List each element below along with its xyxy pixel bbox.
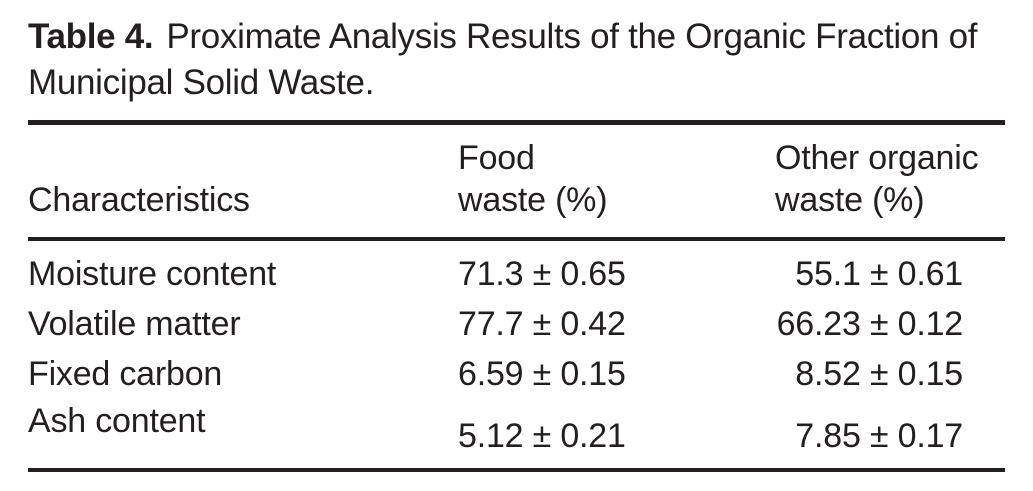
table-row-moisture-content: Moisture content 71.3 ± 0.65 55.1 ± 0.61 — [28, 239, 1005, 299]
cell-other-organic-waste-value: 7.85 ± 0.17 — [795, 417, 963, 455]
cell-other-organic-waste-value: 8.52 ± 0.15 — [795, 355, 963, 393]
table-body: Moisture content 71.3 ± 0.65 55.1 ± 0.61… — [28, 239, 1005, 470]
col-header-characteristics-label: Characteristics — [28, 181, 250, 219]
table-caption-number: Table 4. — [28, 17, 154, 56]
cell-characteristic: Ash content — [28, 402, 206, 440]
cell-food-waste-value: 5.12 ± 0.21 — [458, 417, 626, 455]
cell-characteristic: Volatile matter — [28, 305, 241, 343]
table-row-ash-content: Ash content 5.12 ± 0.21 7.85 ± 0.17 — [28, 399, 1005, 470]
table-caption-text-line1: Proximate Analysis Results of the Organi… — [166, 17, 978, 56]
paper-table-figure: Table 4. Proximate Analysis Results of th… — [28, 14, 1007, 472]
table-row-fixed-carbon: Fixed carbon 6.59 ± 0.15 8.52 ± 0.15 — [28, 349, 1005, 399]
col-header-food-waste: Food waste (%) — [458, 122, 775, 241]
col-header-other-organic-waste-line2: waste (%) — [775, 181, 925, 219]
table-caption: Table 4. Proximate Analysis Results of th… — [28, 14, 1007, 106]
cell-other-organic-waste-value: 66.23 ± 0.12 — [776, 305, 964, 343]
col-header-food-waste-line1: Food — [458, 139, 535, 177]
cell-other-organic-waste-value: 55.1 ± 0.61 — [795, 255, 963, 293]
cell-food-waste-value: 6.59 ± 0.15 — [458, 355, 626, 393]
cell-food-waste-value: 71.3 ± 0.65 — [458, 255, 626, 293]
col-header-other-organic-waste-line1: Other organic — [775, 139, 979, 177]
cell-characteristic: Moisture content — [28, 255, 277, 293]
proximate-analysis-table: Characteristics Food waste (%) Other org… — [28, 120, 1005, 472]
col-header-food-waste-line2: waste (%) — [458, 181, 608, 219]
table-row-volatile-matter: Volatile matter 77.7 ± 0.42 66.23 ± 0.12 — [28, 299, 1005, 349]
cell-food-waste-value: 77.7 ± 0.42 — [458, 305, 626, 343]
header-row: Characteristics Food waste (%) Other org… — [28, 122, 1005, 241]
table-caption-text-line2: Municipal Solid Waste. — [28, 63, 375, 102]
col-header-characteristics: Characteristics — [28, 122, 458, 241]
table-header: Characteristics Food waste (%) Other org… — [28, 122, 1005, 241]
col-header-other-organic-waste: Other organic waste (%) — [775, 122, 1005, 241]
cell-characteristic: Fixed carbon — [28, 355, 223, 393]
